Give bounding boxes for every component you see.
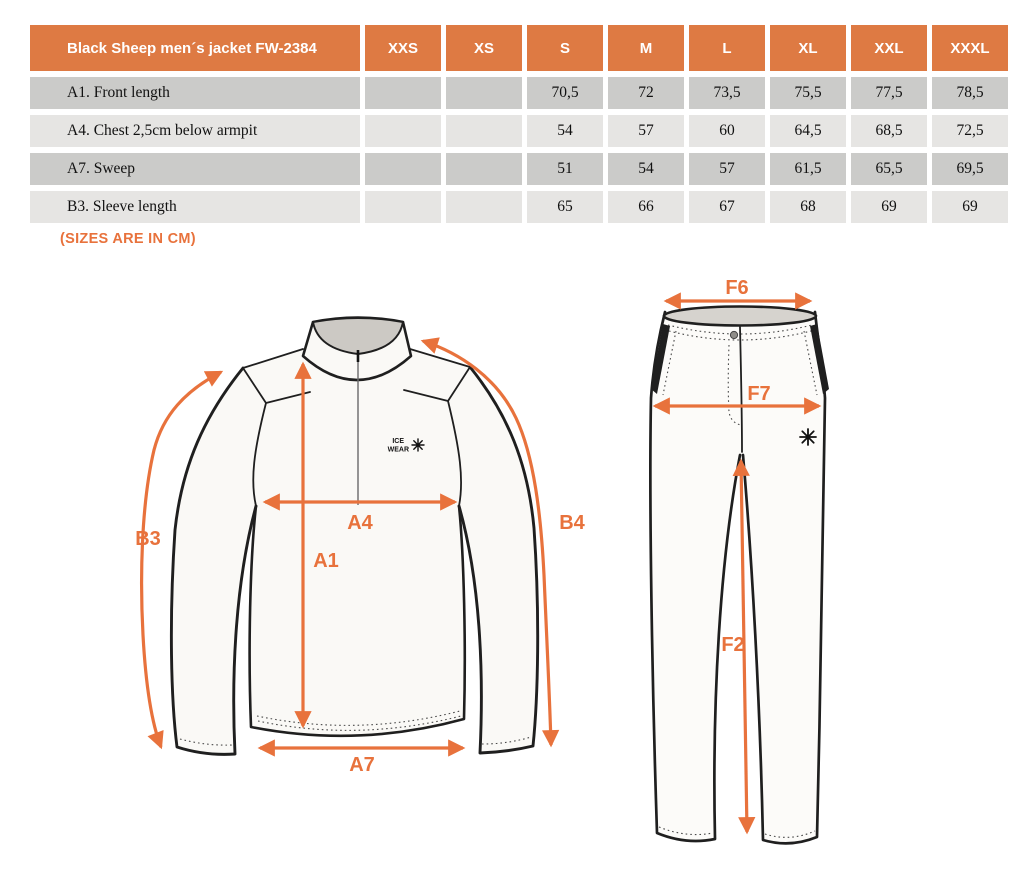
measure-arrow-b3 [139,370,224,750]
pants-body-fill [650,312,825,844]
snowflake-logo [799,428,817,446]
measure-arrow-f2 [732,458,756,835]
cell-value: 54 [527,115,603,147]
cell-value [446,191,522,223]
cell-value: 68,5 [851,115,927,147]
size-col-s: S [527,25,603,71]
cell-value: 72 [608,77,684,109]
cell-value: 61,5 [770,153,846,185]
measure-label-b3: B3 [135,528,161,550]
measure-arrow-b4 [420,337,560,748]
cell-value [365,77,441,109]
size-col-xxl: XXL [851,25,927,71]
measure-label-b4: B4 [559,512,585,534]
cell-value: 72,5 [932,115,1008,147]
cell-value: 51 [527,153,603,185]
cell-value: 69 [851,191,927,223]
cell-value: 60 [689,115,765,147]
table-row: A7. Sweep 51 54 57 61,5 65,5 69,5 [30,153,1008,185]
cell-value [446,77,522,109]
table-row: B3. Sleeve length 65 66 67 68 69 69 [30,191,1008,223]
row-label-chest: A4. Chest 2,5cm below armpit [30,115,360,147]
measure-label-a1: A1 [313,550,339,572]
cell-value: 75,5 [770,77,846,109]
cell-value: 65,5 [851,153,927,185]
table-row: A4. Chest 2,5cm below armpit 54 57 60 64… [30,115,1008,147]
cell-value: 69 [932,191,1008,223]
pants-front-rise-seam [739,326,743,453]
measure-label-f2: F2 [721,634,744,656]
pants-pocket-stitching [662,330,818,396]
snowflake-icon [411,438,425,452]
cell-value: 70,5 [527,77,603,109]
cell-value: 66 [608,191,684,223]
cell-value: 69,5 [932,153,1008,185]
cell-value [365,115,441,147]
jacket-technical-drawing: ICE WEAR B3 A1 A4 A7 B4 [135,316,586,776]
pants-right-leg-outline [741,310,827,845]
size-col-xxxl: XXXL [932,25,1008,71]
table-title: Black Sheep men´s jacket FW-2384 [30,25,360,71]
measure-label-a4: A4 [347,512,373,534]
cell-value: 77,5 [851,77,927,109]
table-row: A1. Front length 70,5 72 73,5 75,5 77,5 … [30,77,1008,109]
brand-logo-line1: ICE [392,438,404,445]
jacket-collar-inner [311,317,405,356]
pants-technical-drawing: F6 F7 F2 [649,277,829,845]
cell-value [365,191,441,223]
brand-logo-line2: WEAR [388,447,409,454]
size-col-l: L [689,25,765,71]
pants-measurements: F6 F7 F2 [652,277,822,835]
pants-garment [649,305,829,845]
cell-value: 57 [689,153,765,185]
size-col-xs: XS [446,25,522,71]
size-col-m: M [608,25,684,71]
row-label-sleeve-length: B3. Sleeve length [30,191,360,223]
cell-value [446,115,522,147]
cell-value: 64,5 [770,115,846,147]
size-table-header-row: Black Sheep men´s jacket FW-2384 XXS XS … [30,25,1008,71]
measure-label-f6: F6 [725,277,748,299]
row-label-front-length: A1. Front length [30,77,360,109]
jacket-hem-stitching [256,710,462,731]
row-label-sweep: A7. Sweep [30,153,360,185]
cell-value [365,153,441,185]
jacket-garment: ICE WEAR [169,316,540,756]
measure-label-f7: F7 [747,383,770,405]
pants-left-pocket [651,324,670,394]
cell-value: 54 [608,153,684,185]
pants-waist-top [662,305,818,327]
size-table: Black Sheep men´s jacket FW-2384 XXS XS … [25,19,1013,229]
pants-button [729,330,739,340]
size-col-xl: XL [770,25,846,71]
cell-value: 73,5 [689,77,765,109]
jacket-measurements: B3 A1 A4 A7 B4 [135,337,586,776]
cell-value [446,153,522,185]
pants-right-pocket [810,324,829,394]
cell-value: 78,5 [932,77,1008,109]
brand-logo: ICE WEAR [388,438,425,454]
pants-hem-stitching [658,826,816,838]
cell-value: 67 [689,191,765,223]
cell-value: 68 [770,191,846,223]
cell-value: 65 [527,191,603,223]
pants-left-leg-outline [649,310,742,843]
measure-label-a7: A7 [349,754,375,776]
size-col-xxs: XXS [365,25,441,71]
cell-value: 57 [608,115,684,147]
sizes-unit-note: (SIZES ARE IN CM) [60,231,196,247]
